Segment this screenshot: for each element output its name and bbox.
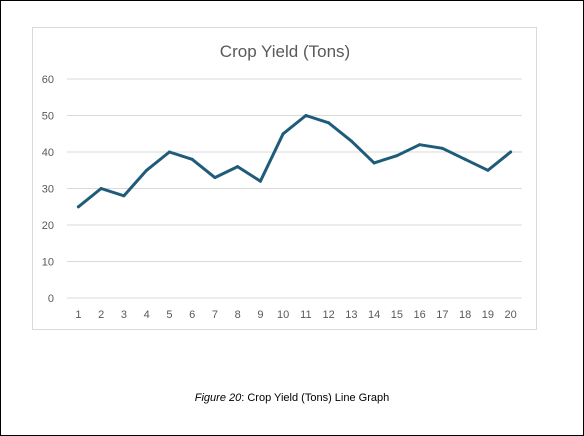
x-tick-label: 1 [75, 309, 81, 321]
x-tick-label: 19 [482, 309, 494, 321]
data-point [372, 161, 376, 165]
x-tick-label: 12 [323, 309, 335, 321]
data-point [167, 150, 171, 154]
x-tick-label: 13 [345, 309, 357, 321]
y-tick-label: 50 [42, 111, 54, 123]
x-tick-label: 10 [277, 309, 289, 321]
x-tick-label: 11 [300, 309, 311, 321]
chart-title: Crop Yield (Tons) [220, 42, 350, 61]
data-point [99, 187, 103, 190]
x-tick-label: 15 [391, 309, 403, 321]
x-tick-label: 17 [436, 309, 448, 321]
data-point [281, 132, 285, 136]
x-tick-label: 14 [368, 309, 380, 321]
data-point [463, 157, 467, 161]
x-tick-label: 2 [98, 309, 104, 321]
data-point [440, 146, 444, 150]
data-point [509, 150, 513, 154]
y-tick-label: 10 [42, 257, 54, 269]
x-tick-label: 4 [144, 309, 150, 321]
data-point [76, 205, 80, 209]
data-point [258, 179, 262, 183]
data-point [349, 139, 353, 143]
data-point [395, 154, 399, 158]
figure-caption: Figure 20: Crop Yield (Tons) Line Graph [1, 392, 583, 404]
data-point [486, 168, 490, 172]
data-point [236, 165, 240, 169]
data-point [190, 157, 194, 161]
figure-caption-text: : Crop Yield (Tons) Line Graph [241, 392, 390, 404]
x-tick-label: 20 [505, 309, 517, 321]
series-layer [76, 114, 513, 209]
data-point [122, 194, 126, 198]
data-point [418, 143, 422, 147]
x-axis-ticks: 1 2 3 4 5 6 7 8 9 10 11 12 13 14 15 16 17 18 19 20 [75, 309, 516, 321]
gridlines [67, 78, 522, 299]
data-point [327, 121, 331, 125]
x-tick-label: 16 [414, 309, 426, 321]
y-tick-label: 30 [42, 184, 54, 196]
y-axis-ticks: 0 10 20 30 40 50 60 [42, 74, 54, 305]
data-point [304, 114, 308, 117]
series-line [76, 114, 513, 209]
x-tick-label: 8 [235, 309, 241, 321]
data-point [213, 176, 217, 180]
y-tick-label: 60 [42, 74, 54, 86]
y-tick-label: 20 [42, 220, 54, 232]
y-tick-label: 0 [48, 293, 54, 305]
x-tick-label: 5 [166, 309, 172, 321]
figure-caption-label: Figure 20 [194, 392, 242, 404]
data-point [145, 168, 149, 172]
x-tick-label: 7 [212, 309, 218, 321]
x-tick-label: 6 [189, 309, 195, 321]
x-tick-label: 9 [257, 309, 263, 321]
x-tick-label: 3 [121, 309, 127, 321]
y-tick-label: 40 [42, 147, 54, 159]
x-tick-label: 18 [459, 309, 471, 321]
